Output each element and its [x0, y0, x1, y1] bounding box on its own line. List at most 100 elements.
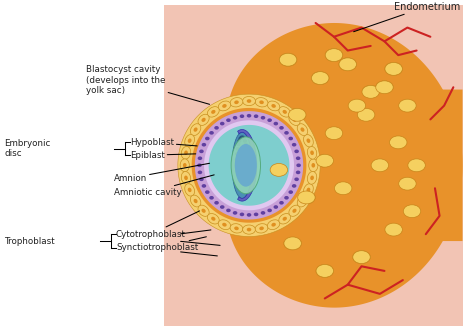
Ellipse shape: [222, 223, 227, 227]
Ellipse shape: [376, 81, 393, 94]
Ellipse shape: [399, 177, 416, 190]
Ellipse shape: [273, 205, 278, 209]
Ellipse shape: [284, 196, 289, 200]
Text: Cytotrophoblast: Cytotrophoblast: [116, 211, 200, 239]
Ellipse shape: [292, 184, 296, 188]
Ellipse shape: [308, 146, 317, 159]
Ellipse shape: [201, 184, 206, 188]
Ellipse shape: [339, 58, 356, 71]
Ellipse shape: [193, 199, 198, 203]
Ellipse shape: [316, 154, 334, 167]
Ellipse shape: [226, 118, 231, 122]
Ellipse shape: [205, 137, 210, 140]
Ellipse shape: [270, 163, 288, 176]
Ellipse shape: [245, 147, 249, 151]
Ellipse shape: [230, 224, 243, 233]
Ellipse shape: [214, 126, 219, 130]
Ellipse shape: [182, 146, 191, 159]
Ellipse shape: [335, 182, 352, 195]
Ellipse shape: [279, 107, 291, 117]
Ellipse shape: [231, 137, 261, 194]
Text: Trophoblast: Trophoblast: [4, 237, 55, 245]
Ellipse shape: [243, 96, 255, 106]
Ellipse shape: [270, 163, 288, 176]
Ellipse shape: [183, 163, 187, 168]
Ellipse shape: [201, 209, 206, 213]
Ellipse shape: [267, 209, 272, 212]
Ellipse shape: [191, 124, 201, 136]
Ellipse shape: [259, 227, 264, 230]
Ellipse shape: [198, 170, 202, 174]
Ellipse shape: [357, 108, 375, 121]
Text: Blastocyst cavity
(develops into the
yolk sac): Blastocyst cavity (develops into the yol…: [86, 66, 210, 104]
Ellipse shape: [371, 159, 389, 172]
Ellipse shape: [335, 182, 352, 195]
Ellipse shape: [242, 137, 246, 141]
Ellipse shape: [209, 196, 214, 200]
Ellipse shape: [385, 63, 402, 75]
Ellipse shape: [403, 205, 421, 218]
Ellipse shape: [283, 110, 287, 114]
Ellipse shape: [235, 152, 239, 156]
Ellipse shape: [182, 171, 191, 184]
Ellipse shape: [184, 151, 188, 155]
Ellipse shape: [267, 220, 280, 230]
Ellipse shape: [254, 213, 258, 216]
Ellipse shape: [233, 116, 237, 120]
Ellipse shape: [325, 127, 343, 140]
Ellipse shape: [211, 110, 216, 114]
Ellipse shape: [185, 135, 194, 147]
Ellipse shape: [246, 158, 250, 161]
Ellipse shape: [307, 139, 310, 143]
Polygon shape: [237, 129, 257, 201]
Ellipse shape: [208, 107, 219, 117]
Ellipse shape: [376, 81, 393, 94]
Text: Endometrium: Endometrium: [354, 2, 460, 32]
Ellipse shape: [243, 225, 255, 234]
Ellipse shape: [220, 122, 225, 126]
Ellipse shape: [292, 143, 296, 147]
Ellipse shape: [255, 97, 268, 107]
Ellipse shape: [348, 99, 365, 112]
Ellipse shape: [218, 220, 231, 230]
Ellipse shape: [297, 124, 308, 136]
Polygon shape: [178, 94, 320, 236]
Ellipse shape: [220, 205, 225, 209]
Polygon shape: [224, 23, 463, 308]
Ellipse shape: [188, 188, 191, 192]
Ellipse shape: [289, 114, 300, 126]
Ellipse shape: [298, 191, 315, 204]
Ellipse shape: [307, 188, 310, 192]
Ellipse shape: [235, 158, 239, 161]
Text: Epiblast: Epiblast: [130, 151, 196, 160]
Ellipse shape: [289, 205, 300, 216]
Ellipse shape: [236, 147, 240, 151]
Ellipse shape: [316, 264, 334, 277]
Ellipse shape: [292, 209, 297, 213]
Ellipse shape: [185, 184, 194, 196]
Text: Amniotic cavity: Amniotic cavity: [114, 175, 214, 197]
Ellipse shape: [362, 85, 379, 98]
Ellipse shape: [408, 159, 425, 172]
Ellipse shape: [272, 223, 276, 227]
Ellipse shape: [296, 163, 301, 167]
Ellipse shape: [298, 191, 315, 204]
Ellipse shape: [247, 213, 251, 217]
Ellipse shape: [254, 114, 258, 118]
Ellipse shape: [348, 99, 365, 112]
Ellipse shape: [240, 114, 244, 118]
Ellipse shape: [198, 156, 202, 160]
Ellipse shape: [234, 100, 239, 104]
Text: Embryonic
disc: Embryonic disc: [4, 139, 51, 158]
Ellipse shape: [199, 177, 204, 181]
Ellipse shape: [325, 49, 343, 62]
Ellipse shape: [199, 150, 204, 153]
Ellipse shape: [303, 135, 313, 147]
Ellipse shape: [311, 72, 329, 84]
Ellipse shape: [243, 139, 247, 143]
Ellipse shape: [272, 104, 276, 108]
Ellipse shape: [390, 136, 407, 149]
Ellipse shape: [279, 126, 284, 130]
Ellipse shape: [205, 190, 210, 194]
Ellipse shape: [294, 177, 299, 181]
